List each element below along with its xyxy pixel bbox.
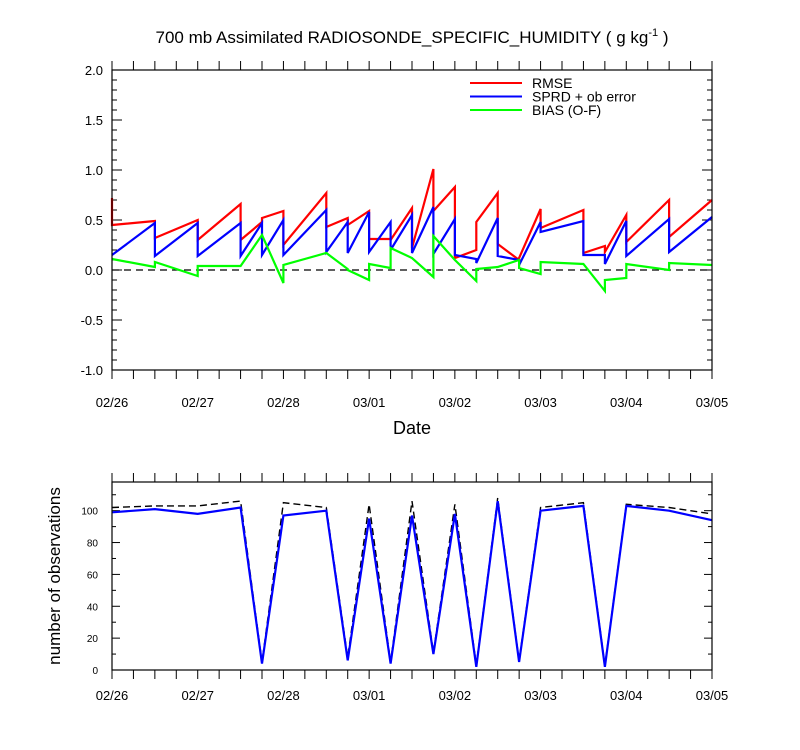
y-tick-label: 0.0: [85, 263, 103, 278]
series-line-sprd-ob-error: [111, 206, 713, 266]
bottom-plot-area: [111, 497, 713, 667]
y-tick-label: 2.0: [85, 63, 103, 78]
x-tick-label: 03/05: [696, 688, 729, 703]
x-tick-label: 03/03: [524, 395, 557, 410]
y-tick-label: 1.0: [85, 163, 103, 178]
y-tick-label: 80: [87, 539, 99, 550]
x-tick-label: 02/26: [96, 395, 129, 410]
x-tick-label: 03/02: [439, 688, 472, 703]
top-x-axis-label: Date: [393, 418, 431, 438]
top-plot-frame: [111, 69, 713, 371]
chart-title-superscript: -1: [648, 27, 658, 39]
x-tick-label: 03/01: [353, 395, 386, 410]
y-tick-label: 100: [81, 507, 98, 518]
y-tick-label: -1.0: [81, 363, 103, 378]
chart-title-end: ): [658, 28, 668, 47]
x-tick-label: 02/27: [181, 395, 214, 410]
series-line-bias-o-f: [111, 232, 713, 295]
bottom-panel: 02/26 02/27 02/28 03/01 03/02 03/03 03/04 03/05…: [45, 473, 728, 703]
y-tick-label: 60: [87, 570, 99, 581]
y-tick-label: 20: [87, 634, 99, 645]
y-tick-label: -0.5: [81, 313, 103, 328]
x-tick-label: 03/02: [439, 395, 472, 410]
x-tick-label: 02/26: [96, 688, 129, 703]
x-tick-label: 03/04: [610, 688, 643, 703]
x-tick-label: 03/01: [353, 688, 386, 703]
y-tick-label: 1.5: [85, 113, 103, 128]
chart-title-main: 700 mb Assimilated RADIOSONDE_SPECIFIC_H…: [156, 28, 649, 47]
x-tick-label: 03/03: [524, 688, 557, 703]
chart-title: 700 mb Assimilated RADIOSONDE_SPECIFIC_H…: [156, 27, 669, 47]
legend-label-sprd-ob-error: SPRD + ob error: [532, 89, 636, 105]
y-tick-label: 40: [87, 602, 99, 613]
legend-label-rmse: RMSE: [532, 75, 572, 91]
series-line-assimilated-observations: [111, 500, 713, 667]
bottom-y-axis-label: number of observations: [45, 487, 64, 665]
y-tick-label: 0.5: [85, 213, 103, 228]
bottom-tick-labels: 02/26 02/27 02/28 03/01 03/02 03/03 03/04 03/05…: [81, 507, 728, 703]
top-plot-area: [110, 168, 713, 295]
x-tick-label: 02/28: [267, 395, 300, 410]
top-panel: 02/26 02/27 02/28 03/01 03/02 03/03 03/04 03/05…: [81, 61, 729, 438]
y-tick-label: 0: [92, 666, 98, 677]
top-tick-labels: 02/26 02/27 02/28 03/01 03/02 03/03 03/04 03/05…: [81, 63, 729, 410]
x-tick-label: 03/04: [610, 395, 643, 410]
legend-label-bias-o-f: BIAS (O-F): [532, 102, 601, 118]
bottom-plot-frame: [111, 481, 713, 671]
top-axes-ticks: [111, 61, 713, 379]
x-tick-label: 02/28: [267, 688, 300, 703]
x-tick-label: 03/05: [696, 395, 729, 410]
x-tick-label: 02/27: [181, 688, 214, 703]
